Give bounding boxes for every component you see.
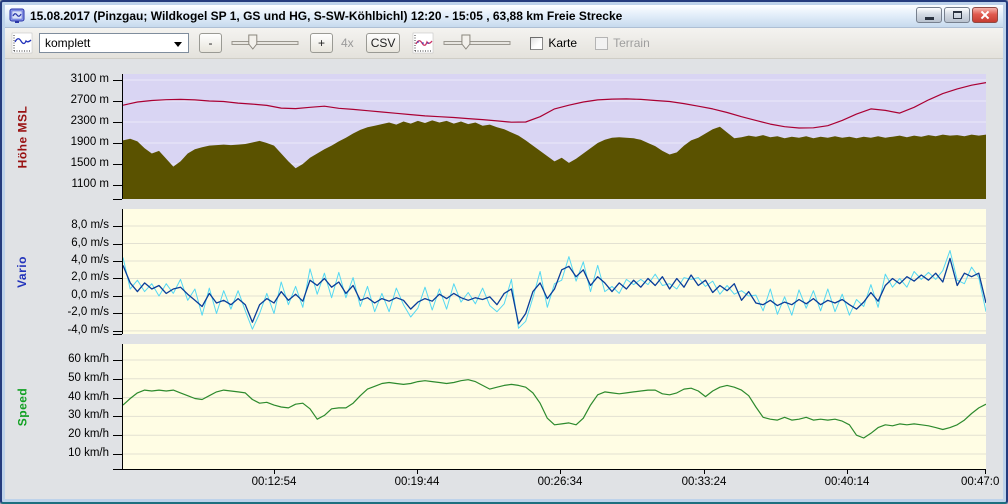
- vario-panel: [122, 209, 986, 334]
- karte-checkbox-label: Karte: [548, 36, 578, 50]
- speed-tick-label: 60 km/h: [68, 352, 109, 365]
- profile-dropdown[interactable]: komplett: [39, 33, 189, 53]
- speed-tick-mark: [113, 435, 122, 436]
- hoehe-msl-tick-label: 3100 m: [70, 72, 109, 85]
- vario-tick-label: 2,0 m/s: [71, 271, 109, 284]
- vario-tick-mark: [113, 331, 122, 332]
- speed-line: [123, 379, 986, 439]
- speed-tick-label: 30 km/h: [68, 409, 109, 422]
- vario-tick-mark: [113, 226, 122, 227]
- speed-tick-mark: [113, 454, 122, 455]
- close-button[interactable]: [972, 7, 998, 23]
- zoom-in-button[interactable]: +: [310, 33, 333, 53]
- hoehe-msl-tick-mark: [113, 80, 122, 81]
- terrain-checkbox-group: Terrain: [595, 36, 650, 50]
- x-tick-label: 00:19:44: [394, 476, 440, 488]
- hoehe-msl-tick-mark: [113, 143, 122, 144]
- x-tick-label: 00:47:0: [961, 476, 1000, 488]
- vario-raw-line: [123, 250, 986, 330]
- speed-tick-mark: [113, 398, 122, 399]
- speed-tick-label: 50 km/h: [68, 371, 109, 384]
- window-controls: [916, 7, 998, 23]
- hoehe-msl-tick-label: 1500 m: [70, 156, 109, 169]
- hoehe-msl-axis-foot: [113, 199, 122, 200]
- speed-panel: [122, 344, 986, 470]
- csv-export-button[interactable]: CSV: [365, 33, 401, 53]
- x-tick-mark: [847, 470, 848, 474]
- hoehe-msl-tick-mark: [113, 185, 122, 186]
- vario-tick-mark: [113, 313, 122, 314]
- profile-chart-icon: [11, 32, 33, 54]
- profile-dropdown-value: komplett: [45, 36, 91, 50]
- terrain-checkbox-label: Terrain: [613, 36, 650, 50]
- x-tick-label: 00:26:34: [537, 476, 583, 488]
- zoom-out-button[interactable]: -: [199, 33, 222, 53]
- app-icon: [9, 8, 25, 23]
- hoehe-msl-tick-label: 1100 m: [71, 177, 109, 190]
- maximize-icon: [952, 11, 962, 19]
- hoehe-msl-tick-mark: [113, 164, 122, 165]
- window-content: 15.08.2017 (Pinzgau; Wildkogel SP 1, GS …: [5, 5, 1003, 499]
- hoehe-msl-tick-mark: [113, 122, 122, 123]
- speed-plot: [123, 359, 986, 455]
- vario-tick-label: -4,0 m/s: [67, 323, 109, 336]
- chevron-down-icon: [174, 42, 182, 47]
- smoothing-slider[interactable]: [442, 33, 512, 53]
- vario-smooth-line: [123, 257, 986, 325]
- smoothing-chart-icon: [413, 32, 434, 54]
- x-tick-mark: [704, 470, 705, 474]
- vario-tick-label: 8,0 m/s: [71, 219, 109, 232]
- karte-checkbox[interactable]: [530, 36, 544, 50]
- speed-tick-mark: [113, 379, 122, 380]
- speed-tick-label: 10 km/h: [68, 446, 109, 459]
- altitude-panel: [122, 74, 986, 199]
- x-tick-mark: [274, 470, 275, 474]
- speed-tick-mark: [113, 360, 122, 361]
- minimize-icon: [924, 16, 934, 20]
- vario-tick-mark: [113, 296, 122, 297]
- zoom-factor-label: 4x: [341, 36, 354, 50]
- vario-plot: [123, 225, 986, 332]
- speed-tick-label: 20 km/h: [68, 428, 109, 441]
- x-tick-label: 00:33:24: [681, 476, 727, 488]
- close-icon: [980, 10, 990, 20]
- vario-tick-label: 0,0 m/s: [71, 288, 109, 301]
- altitude-line: [123, 82, 986, 129]
- x-tick-label: 00:40:14: [824, 476, 870, 488]
- hoehe-msl-tick-label: 2700 m: [70, 93, 109, 106]
- vario-tick-label: 6,0 m/s: [71, 236, 109, 249]
- hoehe-msl-tick-label: 2300 m: [70, 114, 109, 127]
- vario-tick-mark: [113, 244, 122, 245]
- title-bar[interactable]: 15.08.2017 (Pinzgau; Wildkogel SP 1, GS …: [5, 5, 1003, 28]
- vario-tick-label: 4,0 m/s: [71, 254, 109, 266]
- hoehe-msl-tick-label: 1900 m: [70, 135, 109, 148]
- minimize-button[interactable]: [916, 7, 942, 23]
- hoehe-msl-tick-mark: [113, 101, 122, 102]
- x-tick-mark: [985, 470, 986, 474]
- speed-tick-label: 40 km/h: [68, 390, 109, 403]
- zoom-slider[interactable]: [230, 33, 300, 53]
- toolbar: komplett - + 4x CSV: [5, 28, 1003, 59]
- karte-checkbox-group: Karte: [530, 36, 577, 50]
- window-title: 15.08.2017 (Pinzgau; Wildkogel SP 1, GS …: [30, 9, 623, 23]
- x-tick-mark: [417, 470, 418, 474]
- terrain-checkbox: [595, 36, 609, 50]
- vario-tick-mark: [113, 261, 122, 262]
- vario-tick-mark: [113, 278, 122, 279]
- speed-tick-mark: [113, 416, 122, 417]
- x-tick-mark: [560, 470, 561, 474]
- maximize-button[interactable]: [944, 7, 970, 23]
- vario-tick-label: -2,0 m/s: [67, 306, 109, 319]
- terrain-area: [123, 120, 986, 199]
- speed-axis-foot: [113, 469, 122, 470]
- x-tick-label: 00:12:54: [251, 476, 297, 488]
- vario-axis-foot: [113, 334, 122, 335]
- altitude-plot: [123, 79, 986, 199]
